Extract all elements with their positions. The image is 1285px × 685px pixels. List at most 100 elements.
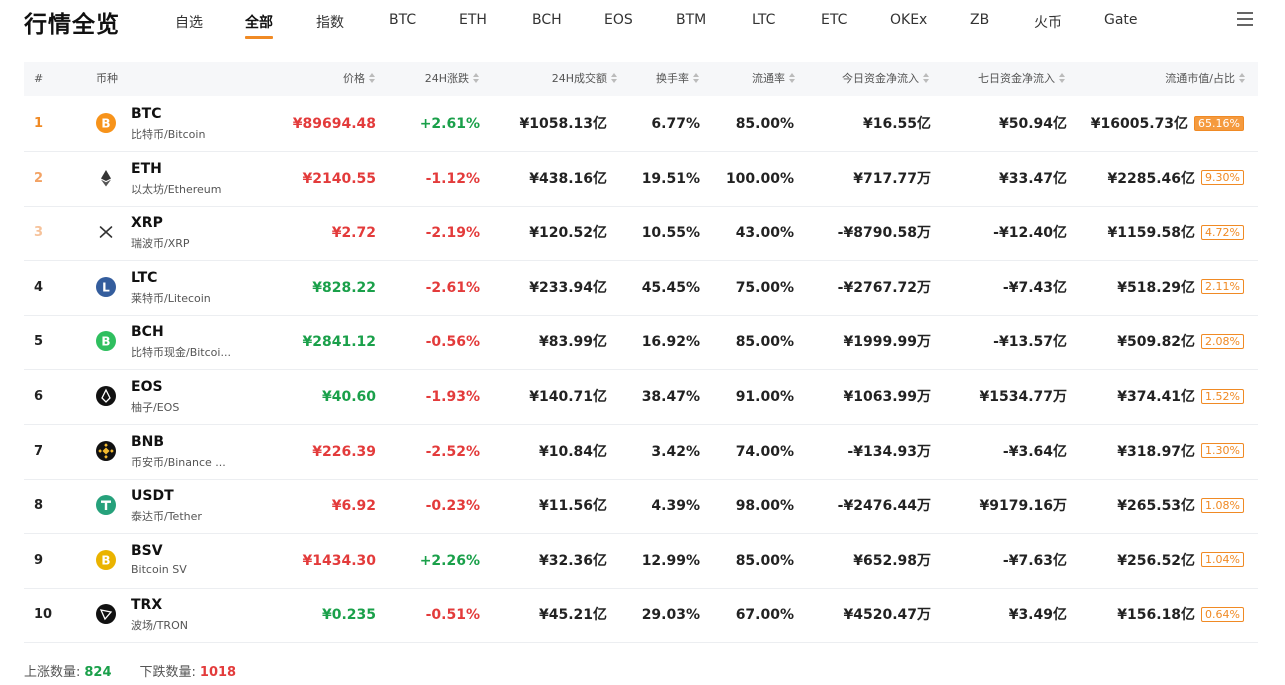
turnover-rate: 29.03% <box>641 607 700 624</box>
net-inflow-today: ¥16.55亿 <box>862 116 931 132</box>
table-row[interactable]: 3 XRP 瑞波币/XRP ¥2.72 -2.19% ¥120.52亿 10.55% 43.0… <box>24 206 1258 262</box>
net-inflow-today: ¥1999.99万 <box>843 334 931 351</box>
col-change-label: 24H涨跌 <box>424 72 469 85</box>
market-cap: ¥2285.46亿 <box>1107 170 1196 187</box>
tab-9[interactable]: ETC <box>821 12 848 28</box>
table-row[interactable]: 10 TRX 波场/TRON ¥0.235 -0.51% ¥45.21亿 29.03% 67.… <box>24 588 1258 644</box>
net-inflow-7d: -¥12.40亿 <box>993 225 1067 242</box>
col-flow-today-sort[interactable]: 今日资金净流入 <box>794 62 930 96</box>
table-row[interactable]: 6 EOS 柚子/EOS ¥40.60 -1.93% ¥140.71亿 38.47% 91.0… <box>24 370 1258 425</box>
net-inflow-today: -¥134.93万 <box>847 443 931 460</box>
market-cap-cell: ¥16005.73亿 65.16% <box>1064 97 1244 151</box>
tab-2[interactable]: 指数 <box>316 15 344 31</box>
tab-13[interactable]: Gate <box>1104 12 1138 28</box>
circulation-rate: 98.00% <box>735 498 794 515</box>
coin-symbol[interactable]: ETH <box>131 160 162 177</box>
market-cap-cell: ¥265.53亿 1.08% <box>1064 479 1244 533</box>
market-cap-cell: ¥509.82亿 2.08% <box>1064 315 1244 369</box>
tab-0[interactable]: 自选 <box>175 15 203 31</box>
page-title: 行情全览 <box>24 12 120 38</box>
col-rank: # <box>34 72 44 85</box>
tab-7[interactable]: BTM <box>676 12 707 28</box>
ethereum-icon <box>96 168 116 188</box>
turnover-rate: 6.77% <box>651 116 700 132</box>
change-24h: -1.12% <box>425 170 480 187</box>
volume-24h: ¥438.16亿 <box>529 170 607 187</box>
sort-icon <box>923 73 930 83</box>
col-circulation-sort[interactable]: 流通率 <box>704 62 796 96</box>
market-share-badge: 2.11% <box>1201 279 1244 295</box>
tab-8[interactable]: LTC <box>752 12 776 28</box>
change-24h: +2.26% <box>419 552 480 569</box>
market-share-badge: 4.72% <box>1201 224 1244 240</box>
volume-24h: ¥10.84亿 <box>538 443 607 460</box>
table-row[interactable]: 9 B BSV Bitcoin SV ¥1434.30 +2.26% ¥32.36亿 12.9… <box>24 534 1258 589</box>
col-volume-sort[interactable]: 24H成交额 <box>490 62 618 96</box>
rank: 7 <box>34 443 44 459</box>
col-turnover-sort[interactable]: 换手率 <box>614 62 700 96</box>
market-cap-cell: ¥318.97亿 1.30% <box>1064 425 1244 479</box>
coin-symbol[interactable]: BSV <box>131 542 163 559</box>
price: ¥226.39 <box>312 443 376 460</box>
col-change-sort[interactable]: 24H涨跌 <box>374 62 480 96</box>
tab-12[interactable]: 火币 <box>1034 15 1062 31</box>
turnover-rate: 4.39% <box>651 498 700 515</box>
hamburger-menu-icon[interactable] <box>1237 12 1253 26</box>
change-24h: -0.23% <box>425 498 480 515</box>
change-24h: -2.61% <box>425 279 480 296</box>
net-inflow-7d: ¥9179.16万 <box>979 498 1067 515</box>
table-header: # 币种 价格 24H涨跌 24H成交额 换手率 流通率 今日资金净流入 七日资… <box>24 62 1258 96</box>
coin-symbol[interactable]: TRX <box>131 597 163 614</box>
coin-symbol[interactable]: EOS <box>131 379 163 395</box>
tab-11[interactable]: ZB <box>970 12 990 28</box>
market-share-badge: 1.52% <box>1201 388 1244 404</box>
col-price-sort[interactable]: 价格 <box>264 62 376 96</box>
coin-name: 莱特币/Litecoin <box>131 291 211 305</box>
col-market-cap-sort[interactable]: 流通市值/占比 <box>1074 62 1246 96</box>
coin-symbol[interactable]: LTC <box>131 269 158 286</box>
tab-6[interactable]: EOS <box>604 12 633 28</box>
coin-symbol[interactable]: BCH <box>131 324 164 341</box>
net-inflow-7d: -¥3.64亿 <box>1002 443 1067 460</box>
market-cap: ¥1159.58亿 <box>1107 225 1196 242</box>
price: ¥6.92 <box>331 498 376 515</box>
coin-symbol[interactable]: XRP <box>131 215 163 232</box>
table-row[interactable]: 4 L LTC 莱特币/Litecoin ¥828.22 -2.61% ¥233.94亿 45… <box>24 261 1258 316</box>
coin-name: 以太坊/Ethereum <box>131 182 222 196</box>
turnover-rate: 16.92% <box>641 334 700 351</box>
rank: 1 <box>34 116 44 131</box>
net-inflow-today: ¥1063.99万 <box>843 389 931 405</box>
tab-1[interactable]: 全部 <box>245 12 273 39</box>
tether-icon <box>96 495 116 516</box>
sort-icon <box>1059 73 1066 83</box>
tab-4[interactable]: ETH <box>459 12 487 28</box>
table-row[interactable]: 8 USDT 泰达币/Tether ¥6.92 -0.23% ¥11.56亿 4.39% 98… <box>24 479 1258 535</box>
col-market-cap-label: 流通市值/占比 <box>1165 72 1235 85</box>
tab-3[interactable]: BTC <box>389 12 417 28</box>
col-flow-7d-sort[interactable]: 七日资金净流入 <box>930 62 1066 96</box>
tab-5[interactable]: BCH <box>532 12 562 28</box>
tab-10[interactable]: OKEx <box>890 12 928 28</box>
coin-symbol[interactable]: BTC <box>131 106 162 122</box>
circulation-rate: 74.00% <box>735 443 794 460</box>
market-cap-cell: ¥1159.58亿 4.72% <box>1064 206 1244 260</box>
price: ¥2140.55 <box>302 170 376 187</box>
sort-icon <box>369 73 376 83</box>
table-row[interactable]: 5 B BCH 比特币现金/Bitcoi... ¥2841.12 -0.56% ¥83.99… <box>24 315 1258 371</box>
table-row[interactable]: 1 B BTC 比特币/Bitcoin ¥89694.48 +2.61% ¥1058.13亿… <box>24 97 1258 152</box>
market-cap: ¥374.41亿 <box>1117 389 1196 405</box>
coin-name: 比特币/Bitcoin <box>131 128 206 141</box>
coin-symbol[interactable]: BNB <box>131 433 165 450</box>
volume-24h: ¥120.52亿 <box>529 225 607 242</box>
market-cap-cell: ¥374.41亿 1.52% <box>1064 370 1244 424</box>
net-inflow-today: -¥8790.58万 <box>837 225 931 242</box>
change-24h: -2.19% <box>425 225 480 242</box>
market-cap-cell: ¥256.52亿 1.04% <box>1064 534 1244 588</box>
volume-24h: ¥233.94亿 <box>529 279 607 296</box>
table-row[interactable]: 2 ETH 以太坊/Ethereum ¥2140.55 -1.12% ¥438.16亿 19… <box>24 152 1258 207</box>
bitcoin-cash-icon: B <box>96 331 116 352</box>
coin-name: 柚子/EOS <box>131 401 180 414</box>
table-row[interactable]: 7 BNB 币安币/Binance ... ¥226.39 -2.52% ¥10.84亿 3… <box>24 425 1258 480</box>
coin-symbol[interactable]: USDT <box>131 488 174 505</box>
net-inflow-today: -¥2767.72万 <box>837 279 931 296</box>
